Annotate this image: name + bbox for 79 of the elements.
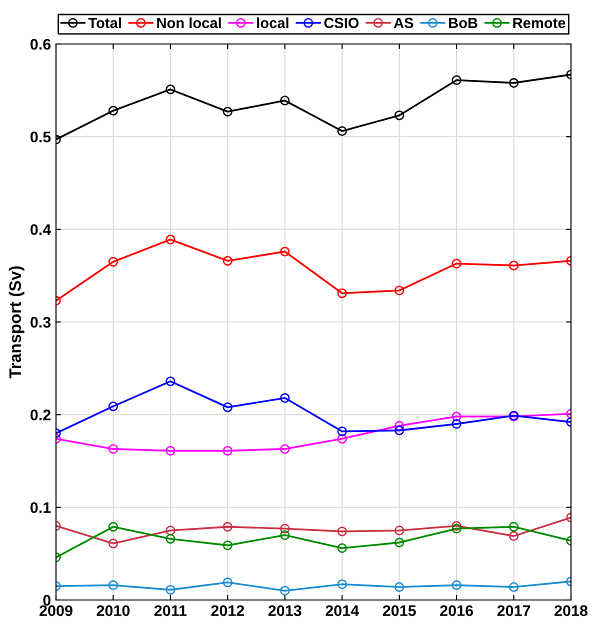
point xyxy=(222,446,233,456)
x-tick-label: 2009 xyxy=(40,605,72,616)
x-tick-label: 2017 xyxy=(497,605,530,616)
x-tick-label: 2011 xyxy=(154,605,187,616)
legend-label: CSIO xyxy=(324,18,359,28)
point xyxy=(394,110,404,120)
point xyxy=(452,258,462,268)
point xyxy=(166,234,176,244)
y-tick-label: 0.3 xyxy=(30,316,51,328)
y-tick-label: 0.6 xyxy=(30,38,51,50)
point xyxy=(394,538,404,548)
point xyxy=(280,524,290,534)
point xyxy=(166,446,176,456)
point xyxy=(452,75,462,85)
point xyxy=(280,246,290,256)
point xyxy=(108,580,118,590)
x-tick-label: 2014 xyxy=(326,605,360,616)
point xyxy=(108,522,118,532)
point xyxy=(452,580,462,590)
y-tick-label: 0.1 xyxy=(30,502,51,514)
point xyxy=(508,78,519,88)
point xyxy=(394,420,404,431)
point xyxy=(337,288,347,298)
x-tick-label: 2016 xyxy=(440,605,473,616)
point xyxy=(166,526,176,536)
y-tick-label: 0 xyxy=(43,594,51,606)
point xyxy=(166,534,176,544)
legend-label: AS xyxy=(394,18,414,28)
point xyxy=(337,426,347,436)
point xyxy=(108,401,118,412)
legend-label: Remote xyxy=(513,18,566,28)
legend-label: Total xyxy=(88,17,121,28)
point xyxy=(166,584,176,595)
point xyxy=(394,526,404,536)
y-axis-title: Transport (Sv) xyxy=(8,266,24,378)
legend-label: local xyxy=(257,17,288,28)
point xyxy=(280,96,290,106)
point xyxy=(394,426,404,436)
point xyxy=(222,402,233,412)
x-tick-label: 2012 xyxy=(211,605,244,616)
point xyxy=(452,412,462,422)
legend-label: Non local xyxy=(157,17,221,28)
point xyxy=(108,106,118,116)
point xyxy=(394,286,404,296)
point xyxy=(337,434,347,444)
point xyxy=(222,106,233,117)
point xyxy=(222,256,233,266)
point xyxy=(108,444,118,454)
point xyxy=(337,526,347,536)
point xyxy=(166,84,176,94)
point xyxy=(508,522,519,532)
point xyxy=(222,522,233,532)
point xyxy=(394,582,404,592)
y-tick-label: 0.5 xyxy=(30,132,51,142)
point xyxy=(452,524,462,534)
x-tick-label: 2010 xyxy=(96,605,130,616)
point xyxy=(280,586,290,596)
point xyxy=(508,260,519,270)
point xyxy=(508,531,519,541)
point xyxy=(280,444,290,454)
point xyxy=(337,126,347,136)
point xyxy=(108,538,118,548)
x-tick-label: 2018 xyxy=(554,605,588,616)
point xyxy=(166,376,176,386)
point xyxy=(508,582,519,592)
point xyxy=(337,579,347,590)
point xyxy=(452,419,462,429)
point xyxy=(280,530,290,540)
point xyxy=(452,521,462,531)
point xyxy=(222,578,233,588)
y-tick-label: 0.2 xyxy=(30,410,51,420)
point xyxy=(337,543,347,553)
point xyxy=(280,393,290,403)
y-tick-label: 0.4 xyxy=(30,224,52,236)
legend-label: BoB xyxy=(449,18,478,28)
x-tick-label: 2015 xyxy=(382,605,416,616)
x-tick-label: 2013 xyxy=(268,605,302,616)
point xyxy=(108,256,118,267)
point xyxy=(222,540,233,550)
